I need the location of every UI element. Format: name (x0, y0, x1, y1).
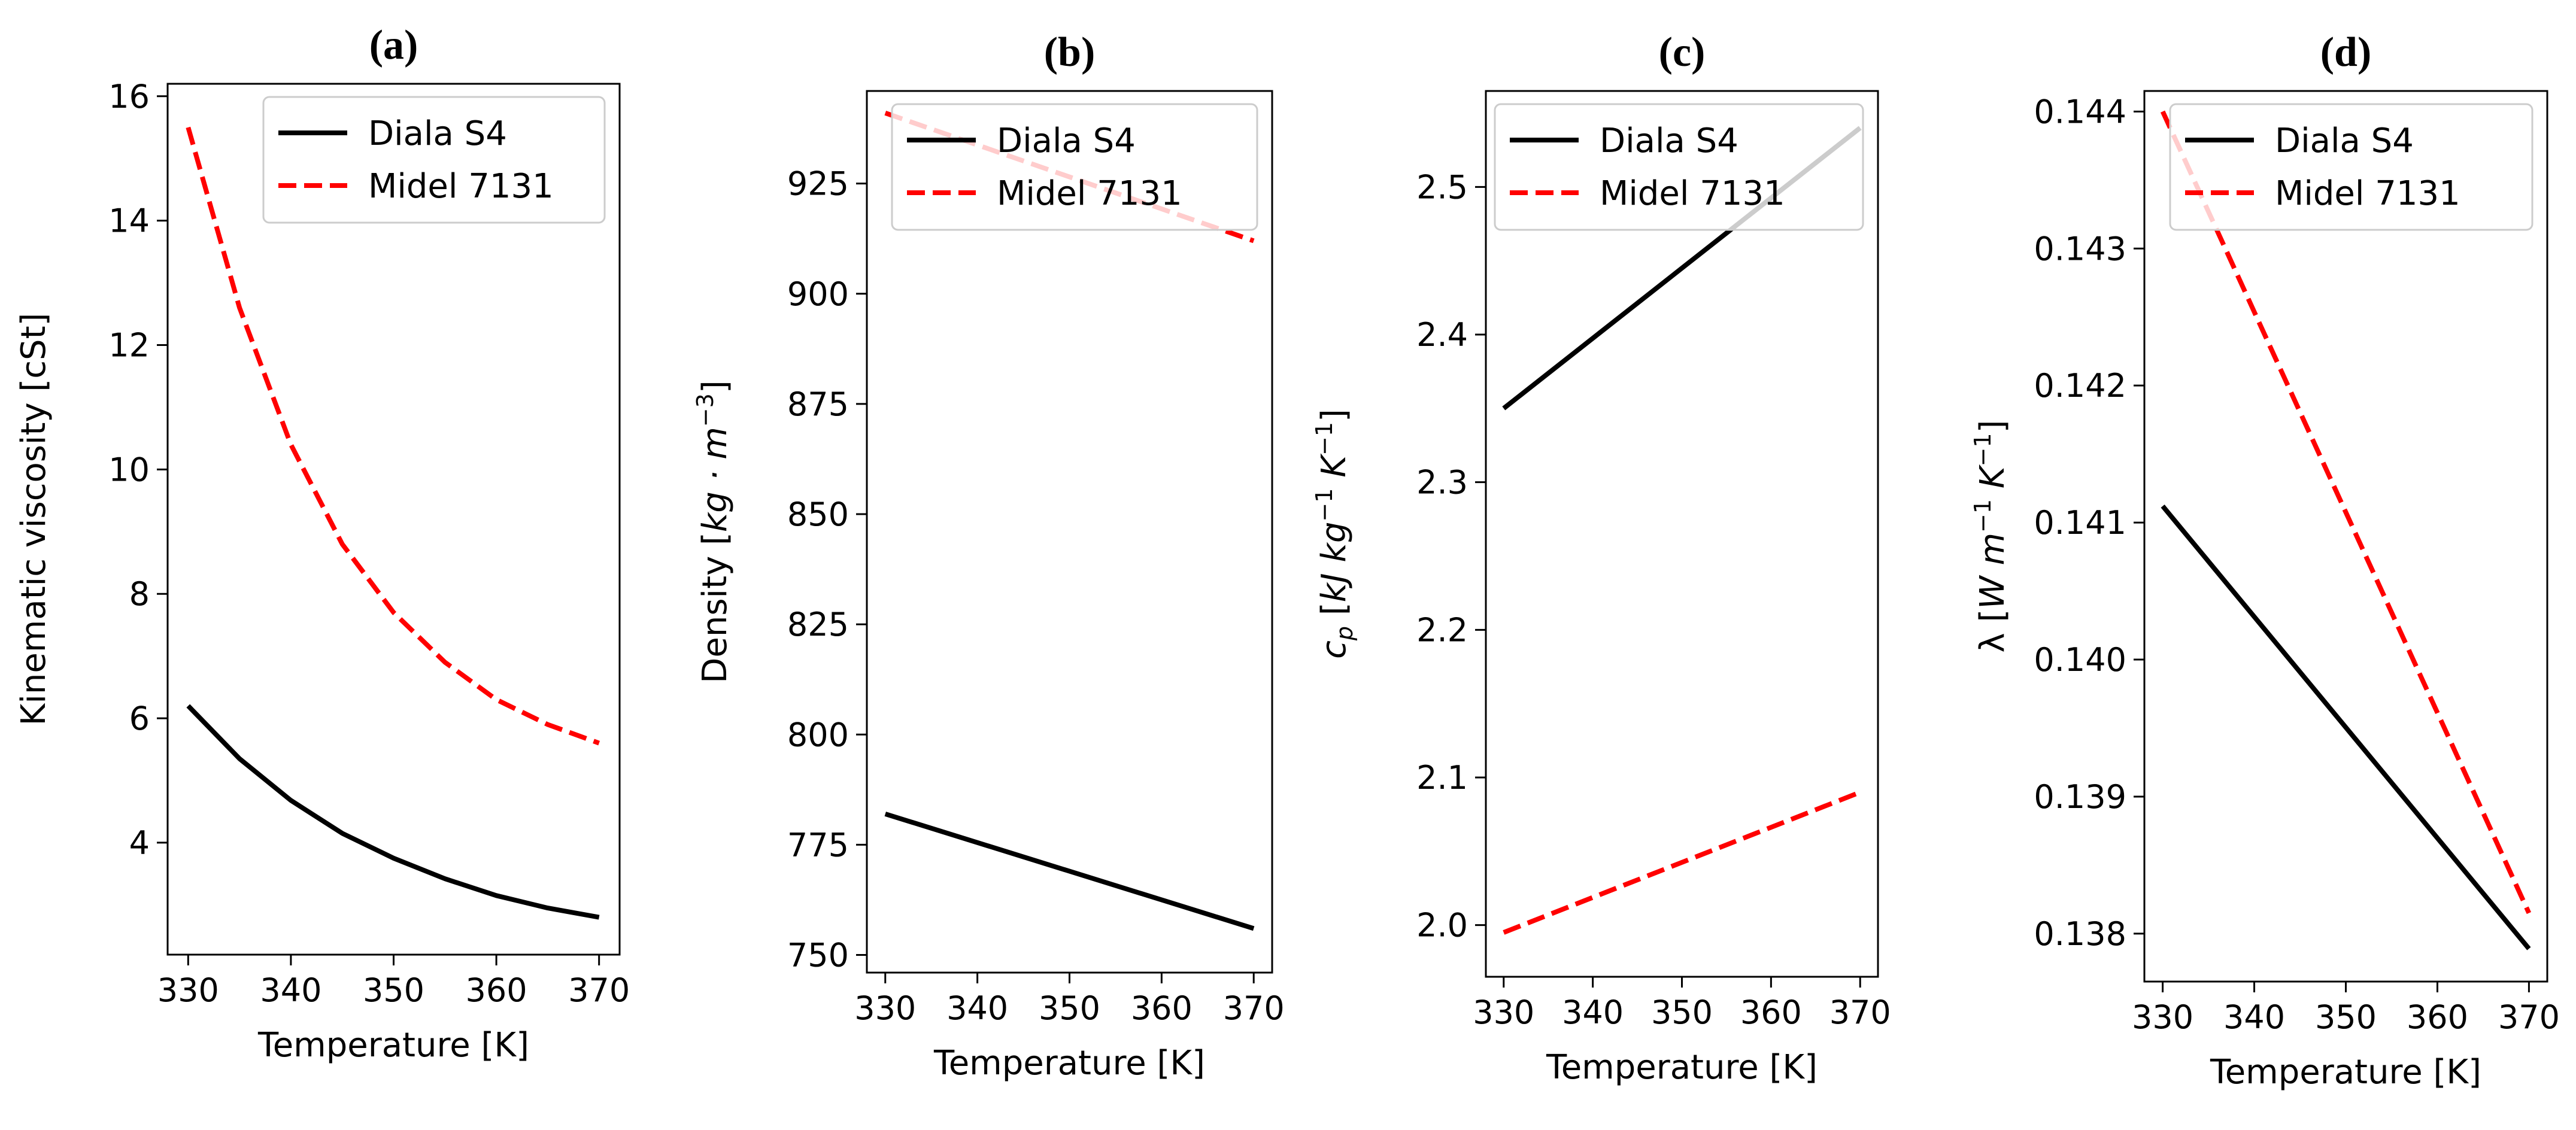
y-axis-label: λ [W m−1 K−1] (1970, 420, 2012, 653)
legend: Diala S4 Midel 7131 (262, 96, 606, 224)
panel-title: (c) (1659, 29, 1706, 75)
legend-label: Midel 7131 (2275, 174, 2460, 213)
y-tick-label: 0.141 (2034, 504, 2126, 542)
series-line-midel-7131 (2160, 110, 2532, 915)
x-axis-label: Temperature [K] (1546, 1048, 1818, 1087)
legend-label: Diala S4 (368, 114, 507, 153)
legend-label: Midel 7131 (1600, 174, 1785, 213)
x-tick-label: 340 (260, 971, 321, 1009)
panel-c: (c) 330 340 350 360 370 2.0 2.1 2.2 2.3 2.4 2.5 Temp… (1311, 29, 1891, 1087)
y-tick-label: 750 (787, 937, 849, 974)
legend-label: Midel 7131 (997, 174, 1182, 213)
legend-box (1494, 103, 1864, 231)
series-line-midel-7131 (1503, 789, 1861, 935)
x-axis-label: Temperature [K] (933, 1044, 1205, 1083)
x-tick-label: 330 (1473, 994, 1534, 1031)
series-line-diala-s4 (186, 704, 600, 920)
x-tick-label: 330 (157, 971, 219, 1009)
x-tick-label: 350 (1039, 989, 1100, 1027)
y-tick-label: 2.0 (1416, 907, 1468, 944)
x-tick-label: 350 (363, 971, 424, 1009)
legend: Diala S4 Midel 7131 (891, 103, 1258, 231)
y-tick-label: 2.1 (1416, 759, 1468, 797)
panel-a: (a) 330 340 350 360 370 4 6 8 10 12 14 16 Temperature… (14, 22, 630, 1065)
y-tick-label: 6 (129, 700, 150, 737)
y-tick-label: 2.3 (1416, 464, 1468, 502)
y-tick-label: 0.138 (2034, 915, 2126, 953)
legend: Diala S4 Midel 7131 (1494, 103, 1864, 231)
legend-box (891, 103, 1258, 231)
x-tick-label: 370 (1223, 989, 1285, 1027)
y-tick-label: 14 (108, 202, 150, 240)
panel-title: (a) (369, 22, 418, 68)
panel-title: (b) (1044, 29, 1096, 75)
y-tick-label: 2.5 (1416, 168, 1468, 206)
y-tick-label: 825 (787, 606, 849, 643)
series-line-diala-s4 (2161, 505, 2531, 950)
x-tick-label: 350 (2315, 998, 2377, 1036)
y-tick-label: 0.142 (2034, 367, 2126, 405)
y-axis-label: Kinematic viscosity [cSt] (14, 313, 53, 726)
y-tick-label: 10 (108, 451, 150, 488)
x-tick-label: 340 (2223, 998, 2285, 1036)
y-axis-label: Density [kg · m−3] (692, 380, 735, 683)
legend-label: Diala S4 (2275, 121, 2414, 160)
legend: Diala S4 Midel 7131 (2169, 103, 2533, 231)
x-tick-label: 340 (1562, 994, 1624, 1031)
y-tick-label: 0.143 (2034, 230, 2126, 268)
y-tick-label: 8 (129, 575, 150, 613)
x-axis-label: Temperature [K] (2210, 1053, 2481, 1092)
legend-box (2169, 103, 2533, 231)
x-tick-label: 360 (2407, 998, 2468, 1036)
legend-label: Diala S4 (997, 121, 1136, 160)
y-tick-label: 16 (108, 78, 150, 116)
y-tick-label: 4 (129, 824, 150, 862)
y-tick-label: 850 (787, 496, 849, 533)
x-tick-label: 330 (854, 989, 916, 1027)
legend-label: Midel 7131 (368, 167, 554, 206)
y-tick-label: 925 (787, 165, 849, 203)
x-tick-label: 370 (568, 971, 630, 1009)
x-tick-label: 350 (1651, 994, 1713, 1031)
y-tick-label: 900 (787, 275, 849, 313)
y-tick-label: 800 (787, 716, 849, 754)
panel-title: (d) (2320, 29, 2372, 75)
x-tick-label: 330 (2132, 998, 2193, 1036)
panel-b: (b) 330 340 350 360 370 750 775 800 825 850 875 900 9… (692, 29, 1285, 1083)
x-tick-label: 360 (1131, 989, 1193, 1027)
x-tick-label: 340 (946, 989, 1008, 1027)
y-tick-label: 0.144 (2034, 93, 2126, 130)
series-line-diala-s4 (884, 812, 1255, 931)
x-tick-label: 370 (2498, 998, 2560, 1036)
y-tick-label: 2.4 (1416, 316, 1468, 354)
legend-box (262, 96, 606, 224)
x-tick-label: 360 (466, 971, 527, 1009)
y-tick-label: 0.139 (2034, 778, 2126, 816)
y-tick-label: 2.2 (1416, 611, 1468, 649)
x-axis-label: Temperature [K] (257, 1026, 529, 1065)
y-tick-label: 775 (787, 826, 849, 864)
y-axis-label: cp [kJ kg−1 K−1] (1311, 409, 1358, 659)
x-tick-label: 370 (1829, 994, 1891, 1031)
y-tick-label: 875 (787, 385, 849, 423)
x-tick-label: 360 (1740, 994, 1802, 1031)
y-tick-label: 0.140 (2034, 641, 2126, 679)
y-tick-label: 12 (108, 327, 150, 364)
panel-d: (d) 330 340 350 360 370 0.138 0.139 0.140 0.141 0.… (1970, 29, 2560, 1092)
legend-label: Diala S4 (1600, 121, 1738, 160)
series-line-midel-7131 (186, 126, 600, 746)
